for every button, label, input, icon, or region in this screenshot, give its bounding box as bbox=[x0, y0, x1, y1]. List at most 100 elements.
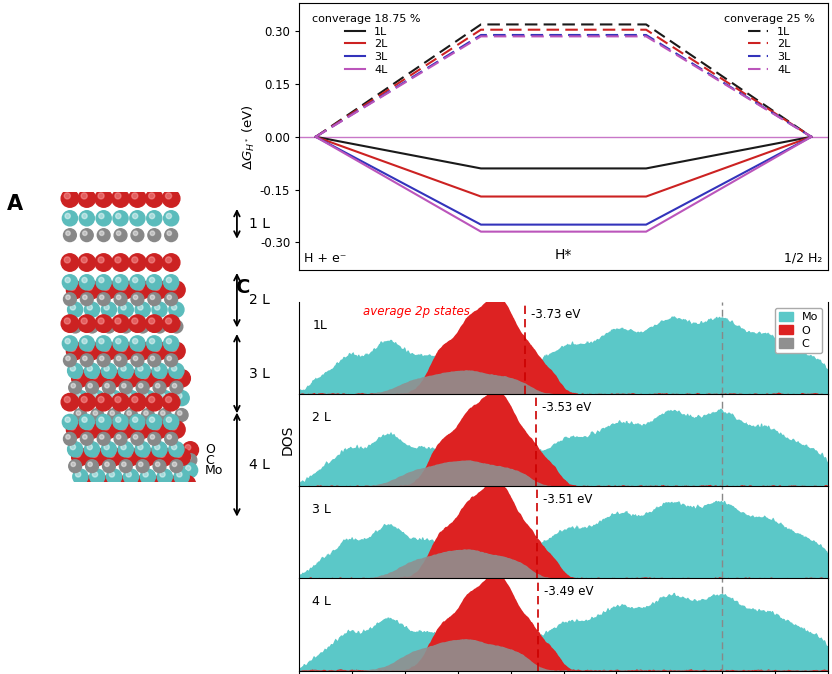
Circle shape bbox=[106, 390, 121, 406]
Circle shape bbox=[154, 345, 160, 351]
Circle shape bbox=[129, 497, 144, 512]
Circle shape bbox=[63, 433, 77, 446]
Circle shape bbox=[115, 318, 121, 324]
Circle shape bbox=[67, 342, 84, 360]
Circle shape bbox=[170, 460, 183, 472]
Circle shape bbox=[75, 451, 81, 457]
Circle shape bbox=[146, 394, 163, 411]
Circle shape bbox=[114, 228, 127, 241]
Circle shape bbox=[82, 231, 87, 235]
Circle shape bbox=[82, 338, 87, 344]
Circle shape bbox=[131, 433, 144, 446]
Circle shape bbox=[67, 302, 82, 317]
Circle shape bbox=[121, 366, 126, 371]
Circle shape bbox=[156, 462, 160, 466]
Circle shape bbox=[79, 514, 92, 527]
Circle shape bbox=[156, 448, 174, 466]
Circle shape bbox=[116, 417, 121, 423]
Circle shape bbox=[88, 369, 106, 387]
Text: O: O bbox=[205, 443, 215, 456]
Circle shape bbox=[67, 421, 84, 438]
Circle shape bbox=[184, 454, 197, 466]
Circle shape bbox=[181, 479, 187, 485]
Circle shape bbox=[148, 499, 154, 504]
Circle shape bbox=[116, 231, 121, 235]
Circle shape bbox=[100, 421, 117, 438]
Circle shape bbox=[119, 320, 132, 333]
Circle shape bbox=[95, 254, 112, 271]
Circle shape bbox=[100, 281, 117, 299]
Circle shape bbox=[176, 373, 182, 379]
Text: 1/2 H₂: 1/2 H₂ bbox=[785, 252, 823, 265]
Circle shape bbox=[95, 497, 110, 512]
Circle shape bbox=[78, 254, 96, 271]
Circle shape bbox=[129, 315, 146, 332]
Circle shape bbox=[129, 190, 146, 207]
Circle shape bbox=[78, 394, 96, 411]
Circle shape bbox=[156, 322, 160, 327]
Circle shape bbox=[88, 322, 92, 327]
Circle shape bbox=[138, 384, 143, 388]
Circle shape bbox=[160, 472, 165, 477]
Circle shape bbox=[73, 390, 88, 406]
Circle shape bbox=[114, 354, 127, 367]
Circle shape bbox=[69, 320, 82, 333]
Circle shape bbox=[138, 322, 143, 327]
Circle shape bbox=[141, 408, 154, 421]
Circle shape bbox=[97, 293, 110, 305]
Circle shape bbox=[153, 460, 166, 472]
Circle shape bbox=[111, 497, 127, 512]
Circle shape bbox=[100, 231, 104, 235]
Circle shape bbox=[97, 354, 110, 367]
Circle shape bbox=[166, 214, 171, 218]
Circle shape bbox=[165, 293, 177, 305]
Circle shape bbox=[117, 342, 135, 360]
Circle shape bbox=[63, 228, 77, 241]
Circle shape bbox=[180, 497, 195, 512]
Circle shape bbox=[120, 424, 126, 430]
Circle shape bbox=[86, 320, 98, 333]
Circle shape bbox=[146, 514, 160, 527]
Circle shape bbox=[93, 411, 97, 415]
Circle shape bbox=[167, 231, 171, 235]
Circle shape bbox=[109, 393, 115, 398]
Circle shape bbox=[82, 278, 87, 282]
Circle shape bbox=[94, 475, 111, 493]
Circle shape bbox=[135, 302, 151, 317]
Circle shape bbox=[143, 393, 148, 398]
Circle shape bbox=[116, 435, 121, 439]
Circle shape bbox=[169, 363, 184, 378]
Circle shape bbox=[111, 315, 129, 332]
Text: 2 L: 2 L bbox=[313, 410, 331, 424]
Circle shape bbox=[104, 305, 109, 310]
Circle shape bbox=[106, 469, 121, 484]
Circle shape bbox=[104, 366, 109, 371]
Circle shape bbox=[77, 489, 81, 494]
Circle shape bbox=[173, 369, 191, 387]
Circle shape bbox=[119, 460, 132, 472]
Circle shape bbox=[91, 487, 104, 500]
Circle shape bbox=[158, 487, 171, 500]
Circle shape bbox=[85, 302, 100, 317]
Text: H + e⁻: H + e⁻ bbox=[305, 252, 347, 265]
Circle shape bbox=[103, 424, 109, 430]
Text: H*: H* bbox=[555, 248, 572, 262]
Circle shape bbox=[176, 487, 188, 500]
Circle shape bbox=[141, 487, 154, 500]
Circle shape bbox=[90, 469, 105, 484]
Circle shape bbox=[148, 293, 161, 305]
Circle shape bbox=[131, 396, 138, 402]
Circle shape bbox=[149, 517, 153, 521]
Circle shape bbox=[81, 499, 86, 504]
Circle shape bbox=[165, 433, 177, 446]
Circle shape bbox=[133, 295, 138, 299]
Circle shape bbox=[120, 345, 126, 351]
Circle shape bbox=[63, 293, 77, 305]
Circle shape bbox=[148, 354, 161, 367]
Circle shape bbox=[181, 514, 193, 527]
Text: 3 L: 3 L bbox=[249, 367, 270, 381]
Circle shape bbox=[80, 479, 86, 485]
Circle shape bbox=[138, 444, 143, 450]
Circle shape bbox=[138, 462, 143, 466]
Circle shape bbox=[65, 417, 70, 423]
